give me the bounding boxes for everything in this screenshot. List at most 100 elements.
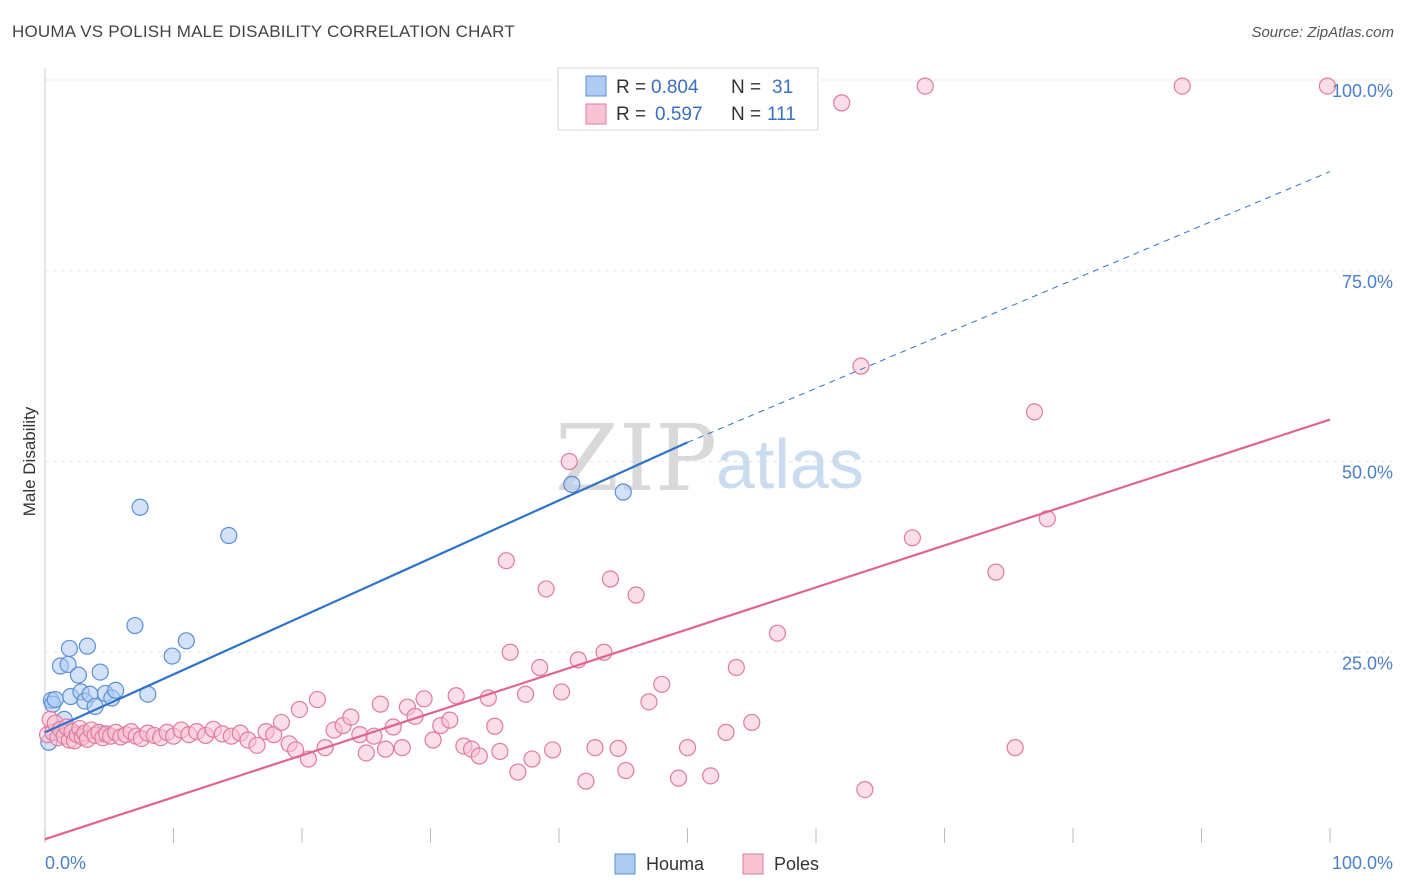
point-poles-89 <box>601 570 620 588</box>
point-poles-104 <box>856 780 874 799</box>
bottom-legend: Houma Poles <box>614 853 819 875</box>
point-poles-74 <box>491 742 509 761</box>
x-tick-label-max: 100.0% <box>1332 853 1393 873</box>
point-poles-59 <box>376 740 395 758</box>
point-houma-27 <box>614 483 632 501</box>
point-poles-86 <box>577 772 595 790</box>
point-poles-108 <box>1006 739 1024 757</box>
legend-n-label-poles: N = <box>731 104 761 125</box>
point-poles-107 <box>987 563 1005 581</box>
legend-n-value-poles: 111 <box>767 104 796 125</box>
point-poles-61 <box>393 739 411 757</box>
point-poles-97 <box>702 767 720 785</box>
point-houma-7 <box>60 639 79 658</box>
legend: R = 0.804 N = 31 R = 0.597 N = 111 <box>557 67 819 131</box>
point-poles-94 <box>653 675 671 693</box>
point-poles-82 <box>543 741 562 759</box>
trend-lines <box>44 171 1331 841</box>
point-houma-20 <box>126 616 144 635</box>
point-poles-65 <box>424 731 442 749</box>
watermark-zip: ZIP <box>555 405 717 512</box>
watermark: ZIP atlas <box>555 405 864 512</box>
trend-line-poles <box>44 418 1331 841</box>
point-poles-75 <box>497 552 515 570</box>
legend-r-label-poles: R = <box>616 104 646 125</box>
point-poles-50 <box>308 690 327 709</box>
legend-r-value-poles: 0.597 <box>655 104 703 125</box>
point-poles-44 <box>265 726 283 744</box>
point-poles-105 <box>903 529 921 547</box>
chart-source: Source: ZipAtlas.com <box>1251 24 1394 41</box>
trend-line-houma <box>44 441 688 734</box>
point-houma-21 <box>131 498 149 516</box>
y-tick-label-0: 25.0% <box>1342 653 1393 673</box>
point-poles-111 <box>1173 77 1191 95</box>
y-tick-label-2: 75.0% <box>1342 272 1393 292</box>
point-poles-102 <box>833 94 851 112</box>
point-poles-99 <box>727 658 745 677</box>
point-poles-100 <box>743 713 761 732</box>
point-poles-83 <box>552 683 571 701</box>
point-poles-93 <box>640 693 658 711</box>
grid <box>45 79 1395 653</box>
y-tick-label-3: 100.0% <box>1332 81 1393 101</box>
point-houma-26 <box>563 475 581 493</box>
legend-swatch-houma <box>585 75 607 97</box>
point-houma-25 <box>220 526 238 545</box>
point-poles-96 <box>678 739 697 757</box>
point-poles-76 <box>501 643 519 661</box>
bottom-legend-swatch-poles <box>742 853 764 875</box>
legend-r-value-houma: 0.804 <box>651 77 699 98</box>
point-houma-24 <box>177 632 195 650</box>
point-houma-15 <box>91 663 109 681</box>
point-houma-19 <box>107 681 125 700</box>
point-poles-45 <box>272 713 291 732</box>
point-poles-48 <box>290 700 309 719</box>
point-houma-23 <box>163 647 181 665</box>
watermark-atlas: atlas <box>716 425 864 503</box>
chart-title: HOUMA VS POLISH MALE DISABILITY CORRELAT… <box>12 22 515 41</box>
point-poles-81 <box>537 580 555 598</box>
point-poles-87 <box>586 739 604 757</box>
point-poles-67 <box>441 711 459 729</box>
point-poles-64 <box>415 690 433 708</box>
point-poles-95 <box>669 769 688 787</box>
point-poles-73 <box>486 717 504 735</box>
point-poles-92 <box>627 586 645 604</box>
point-houma-12 <box>78 637 97 655</box>
point-houma-9 <box>69 666 88 684</box>
point-poles-98 <box>717 723 735 741</box>
trend-extension-houma <box>687 171 1331 443</box>
point-poles-77 <box>509 763 527 781</box>
point-poles-78 <box>516 685 535 703</box>
bottom-legend-label-houma: Houma <box>646 854 705 874</box>
point-poles-56 <box>357 744 375 762</box>
y-tick-label-1: 50.0% <box>1342 463 1393 483</box>
point-poles-103 <box>852 357 870 375</box>
point-poles-90 <box>609 739 627 757</box>
point-poles-106 <box>916 77 934 95</box>
bottom-legend-label-poles: Poles <box>774 854 819 874</box>
x-tick-label-min: 0.0% <box>45 853 86 873</box>
legend-r-label-houma: R = <box>616 77 646 98</box>
point-houma-3 <box>46 690 64 709</box>
bottom-legend-swatch-houma <box>614 853 636 875</box>
point-poles-80 <box>531 658 549 677</box>
point-poles-54 <box>342 708 360 726</box>
point-poles-101 <box>768 624 787 642</box>
point-poles-112 <box>1318 77 1337 95</box>
legend-n-value-houma: 31 <box>772 77 793 98</box>
point-poles-91 <box>617 761 635 780</box>
point-poles-84 <box>560 452 578 471</box>
legend-swatch-poles <box>585 103 607 125</box>
point-poles-68 <box>447 687 465 705</box>
y-axis-title: Male Disability <box>20 406 39 516</box>
point-poles-109 <box>1025 403 1044 421</box>
point-poles-42 <box>248 736 266 754</box>
point-poles-71 <box>470 747 488 765</box>
point-poles-79 <box>523 750 541 768</box>
data-points <box>38 77 1337 799</box>
legend-n-label-houma: N = <box>731 77 761 98</box>
axis-labels: 25.0% 50.0% 75.0% 100.0% 0.0% 100.0% Male Disa… <box>20 81 1393 873</box>
